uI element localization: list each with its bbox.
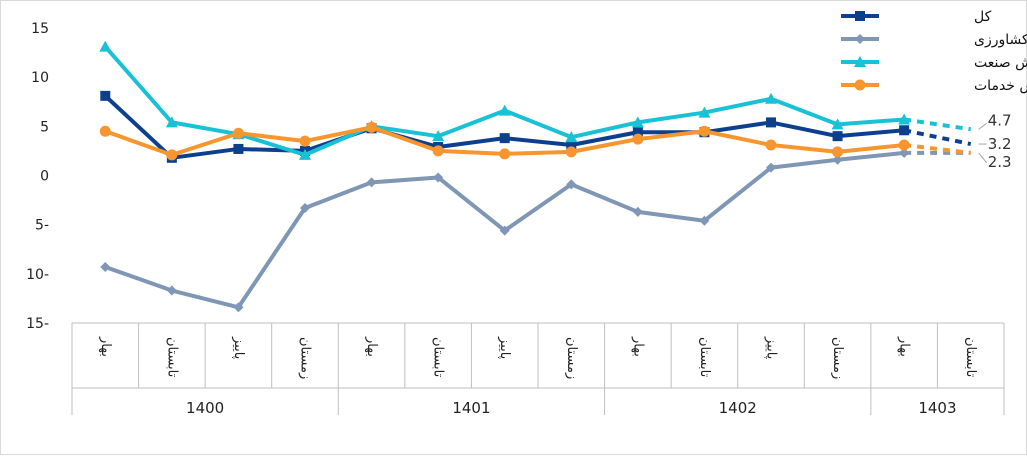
series-line-dashed bbox=[903, 128, 972, 146]
category-label: زمستان bbox=[830, 337, 845, 379]
category-label: بهار bbox=[364, 336, 379, 357]
year-label: 1401 bbox=[452, 399, 490, 417]
data-point-triangle bbox=[432, 130, 445, 142]
data-point-circle bbox=[765, 139, 777, 151]
data-point-triangle bbox=[698, 106, 711, 118]
category-label: تابستان bbox=[164, 337, 179, 378]
category-label: تابستان bbox=[697, 337, 712, 378]
data-point-diamond bbox=[832, 154, 843, 165]
category-label: زمستان bbox=[564, 337, 579, 379]
y-tick-label: 0 bbox=[40, 169, 49, 185]
data-point-square bbox=[899, 125, 910, 136]
data-point-diamond bbox=[632, 206, 643, 217]
data-point-square bbox=[766, 117, 776, 128]
data-point-circle bbox=[299, 135, 311, 147]
category-label: تابستان bbox=[431, 337, 446, 378]
data-point-triangle bbox=[854, 56, 866, 67]
data-point-circle bbox=[432, 145, 444, 157]
category-label: بهار bbox=[897, 336, 912, 357]
y-tick-label: 10 bbox=[31, 70, 49, 86]
y-tick-label: 5- bbox=[35, 218, 49, 234]
data-label: 3.2 bbox=[988, 135, 1012, 153]
data-point-diamond bbox=[766, 162, 776, 173]
data-point-diamond bbox=[855, 34, 865, 44]
category-label: بهار bbox=[98, 336, 113, 357]
category-label: بهار bbox=[630, 336, 645, 357]
data-point-triangle bbox=[898, 113, 911, 125]
data-label: 2.3 bbox=[988, 153, 1012, 171]
legend-label: بخش خدمات bbox=[974, 78, 1027, 94]
data-point-triangle bbox=[831, 118, 844, 130]
data-point-diamond bbox=[699, 215, 710, 226]
data-point-triangle bbox=[165, 116, 178, 128]
data-point-square bbox=[855, 11, 865, 21]
data-point-triangle bbox=[498, 104, 511, 116]
legend-label: بخش کشاورزی bbox=[974, 32, 1027, 48]
year-label: 1403 bbox=[918, 399, 956, 417]
data-point-diamond bbox=[300, 202, 310, 213]
data-point-circle bbox=[854, 79, 866, 91]
y-tick-label: 15- bbox=[26, 316, 49, 332]
category-label: پاییز bbox=[231, 336, 246, 360]
category-label: پاییز bbox=[497, 336, 512, 360]
data-point-diamond bbox=[499, 225, 510, 236]
data-point-square bbox=[566, 140, 577, 151]
category-label: تابستان bbox=[963, 337, 978, 378]
data-point-circle bbox=[499, 148, 511, 160]
data-label-leader bbox=[978, 152, 988, 164]
data-point-circle bbox=[166, 149, 178, 161]
data-point-circle bbox=[632, 133, 644, 145]
data-point-diamond bbox=[566, 179, 577, 190]
data-point-circle bbox=[698, 125, 710, 137]
data-label-leader bbox=[978, 122, 988, 130]
year-label: 1400 bbox=[186, 399, 224, 417]
data-point-triangle bbox=[99, 40, 112, 52]
y-tick-label: 10- bbox=[26, 267, 49, 283]
data-point-triangle bbox=[299, 148, 311, 160]
data-point-circle bbox=[366, 121, 378, 133]
data-point-circle bbox=[832, 146, 844, 158]
legend-label: بخش صنعت bbox=[974, 55, 1027, 71]
data-label: 4.7 bbox=[988, 111, 1012, 129]
series-line-dashed bbox=[903, 117, 972, 132]
year-label: 1402 bbox=[719, 399, 757, 417]
data-point-square bbox=[233, 143, 244, 154]
data-point-square bbox=[499, 133, 510, 144]
data-point-square bbox=[100, 90, 111, 101]
data-point-circle bbox=[898, 139, 910, 151]
data-point-triangle bbox=[631, 116, 644, 128]
data-point-diamond bbox=[366, 177, 377, 188]
y-tick-label: 5 bbox=[40, 119, 49, 135]
data-point-circle bbox=[232, 127, 244, 139]
data-point-diamond bbox=[899, 147, 910, 158]
category-label: زمستان bbox=[298, 337, 313, 379]
data-point-triangle bbox=[765, 92, 777, 104]
data-point-diamond bbox=[100, 261, 111, 272]
data-point-circle bbox=[565, 146, 577, 158]
legend-label: کل bbox=[974, 9, 992, 25]
y-tick-label: 15 bbox=[31, 21, 49, 37]
data-point-diamond bbox=[233, 302, 244, 313]
data-point-square bbox=[832, 131, 843, 142]
data-point-diamond bbox=[433, 172, 444, 183]
data-point-triangle bbox=[565, 131, 578, 143]
data-point-diamond bbox=[166, 285, 177, 296]
data-point-circle bbox=[99, 125, 111, 137]
data-point-square bbox=[632, 127, 643, 138]
category-label: پاییز bbox=[764, 336, 779, 360]
series-line-dashed bbox=[903, 143, 971, 155]
